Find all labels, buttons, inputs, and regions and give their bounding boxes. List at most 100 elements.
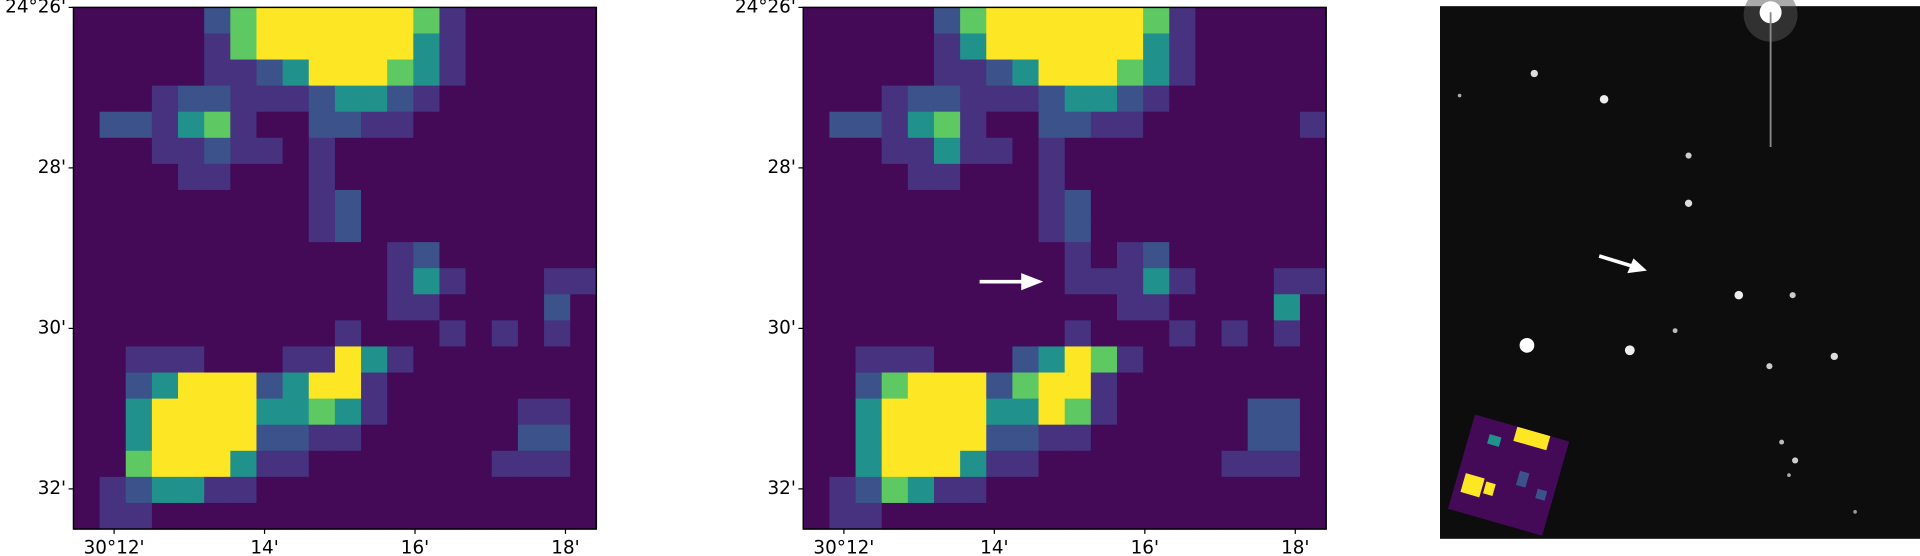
heatmap-cell: [855, 320, 883, 348]
heatmap-cell: [151, 189, 179, 217]
heatmap-cell: [73, 7, 101, 35]
heatmap-cell: [413, 476, 441, 504]
heatmap-cell: [151, 59, 179, 87]
heatmap-cell: [1221, 476, 1249, 504]
heatmap-cell: [1090, 346, 1118, 374]
heatmap-cell: [1247, 320, 1275, 348]
heatmap-cell: [1090, 59, 1118, 87]
heatmap-cell: [517, 398, 545, 426]
heatmap-cell: [803, 476, 831, 504]
heatmap-cell: [1038, 346, 1066, 374]
heatmap-cell: [1299, 294, 1327, 321]
heatmap-cell: [361, 502, 388, 530]
heatmap-cell: [907, 189, 935, 217]
heatmap-cell: [933, 476, 961, 504]
heatmap-cell: [361, 111, 388, 139]
heatmap-cell: [570, 372, 597, 400]
heatmap-cell: [387, 111, 414, 139]
heatmap-cell: [151, 33, 179, 61]
heatmap-cell: [544, 33, 571, 61]
heatmap-cell: [361, 424, 388, 452]
heatmap-cell: [230, 7, 258, 35]
heatmap-cell: [1221, 59, 1249, 87]
inset-blob: [1487, 434, 1502, 447]
heatmap-cell: [361, 346, 388, 374]
heatmap-cell: [178, 111, 205, 139]
heatmap-cell: [933, 320, 961, 348]
heatmap-cell: [517, 59, 545, 87]
heatmap-cell: [907, 163, 935, 191]
heatmap-cell: [73, 320, 101, 348]
heatmap-cell: [803, 424, 831, 452]
heatmap-cell: [282, 502, 310, 530]
heatmap-cell: [1090, 216, 1118, 243]
heatmap-cell: [99, 450, 127, 478]
heatmap-cell: [1169, 85, 1197, 113]
heatmap-cell: [465, 85, 493, 113]
heatmap-cell: [907, 502, 935, 530]
arrow: [1598, 254, 1632, 268]
heatmap-cell: [1064, 242, 1092, 269]
heatmap-cell: [491, 242, 519, 269]
heatmap-cell: [256, 85, 284, 113]
heatmap-cell: [230, 85, 258, 113]
heatmap-cell: [881, 398, 909, 426]
heatmap-cell: [1143, 268, 1170, 295]
heatmap-cell: [256, 111, 284, 139]
heatmap-cell: [204, 242, 231, 269]
heatmap-cell: [413, 163, 441, 191]
heatmap-cell: [517, 111, 545, 139]
heatmap-cell: [1221, 189, 1249, 217]
heatmap-cell: [1064, 346, 1092, 374]
heatmap-cell: [230, 450, 258, 478]
heatmap-cell: [907, 137, 935, 165]
heatmap-cell: [282, 450, 310, 478]
heatmap-cell: [282, 320, 310, 348]
heatmap-cell: [907, 372, 935, 400]
heatmap-cell: [986, 216, 1014, 243]
heatmap-cell: [334, 346, 362, 374]
heatmap-cell: [230, 502, 258, 530]
heatmap-cell: [986, 424, 1014, 452]
heatmap-cell: [570, 137, 597, 165]
heatmap-cell: [1221, 294, 1249, 321]
star: [1792, 457, 1799, 464]
heatmap-cell: [907, 268, 935, 295]
heatmap-cell: [1090, 7, 1118, 35]
heatmap-cell: [230, 320, 258, 348]
heatmap-cell: [282, 7, 310, 35]
star: [1519, 338, 1535, 353]
y-tick-label: 32': [38, 478, 66, 499]
heatmap-cell: [1195, 450, 1223, 478]
heatmap-cell: [855, 111, 883, 139]
heatmap-cell: [960, 294, 987, 321]
heatmap-cell: [855, 216, 883, 243]
heatmap-cell: [282, 346, 310, 374]
heatmap-cell: [544, 502, 571, 530]
heatmap-cell: [1247, 450, 1275, 478]
heatmap-cell: [881, 502, 909, 530]
heatmap-cell: [1116, 424, 1144, 452]
heatmap-cell: [361, 189, 388, 217]
heatmap-cell: [1116, 111, 1144, 139]
heatmap-cell: [230, 372, 258, 400]
heatmap-cell: [125, 450, 153, 478]
heatmap-cell: [1247, 111, 1275, 139]
heatmap-cell: [1299, 372, 1327, 400]
heatmap-cell: [413, 450, 441, 478]
heatmap-cell: [803, 85, 831, 113]
heatmap-cell: [855, 85, 883, 113]
heatmap-cell: [986, 242, 1014, 269]
heatmap-cell: [361, 7, 388, 35]
heatmap-cell: [1143, 372, 1170, 400]
heatmap-cell: [1195, 398, 1223, 426]
heatmap-cell: [204, 216, 231, 243]
heatmap-cell: [1195, 294, 1223, 321]
heatmap-cell: [1273, 111, 1301, 139]
heatmap-cell: [1012, 450, 1040, 478]
heatmap-cell: [933, 85, 961, 113]
heatmap-cell: [1273, 189, 1301, 217]
heatmap-cell: [1221, 242, 1249, 269]
heatmap-cell: [1299, 85, 1327, 113]
heatmap-cell: [907, 476, 935, 504]
